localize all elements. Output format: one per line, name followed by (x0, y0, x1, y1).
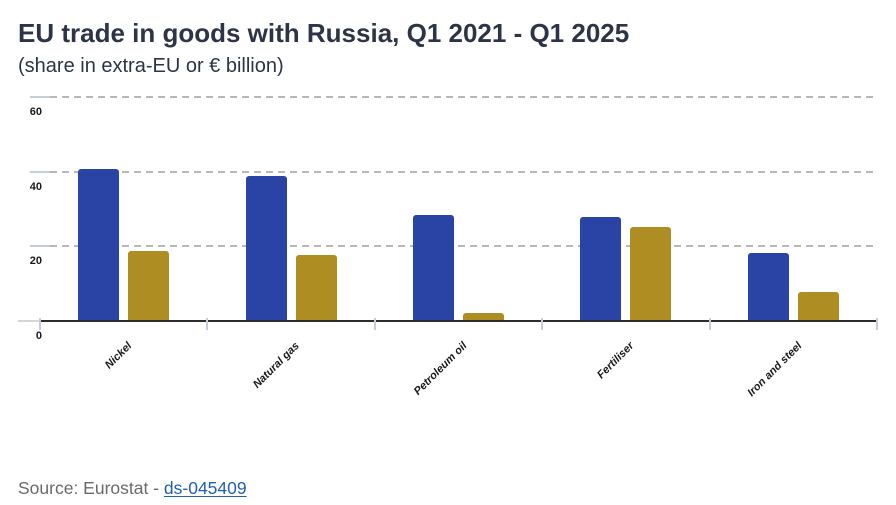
bar-q1-2025-fertiliser[interactable] (630, 226, 672, 320)
y-axis-label-20: 20 (29, 255, 42, 268)
x-axis-label-iron-and-steel: Iron and steel (745, 339, 805, 399)
bar-q1-2021-petroleum-oil[interactable] (413, 215, 454, 320)
y-axis-label-0: 0 (35, 330, 42, 342)
gridline-20 (50, 245, 877, 248)
category-boundary-tick (373, 318, 376, 330)
category-boundary-tick (206, 318, 209, 330)
bar-q1-2025-natural-gas[interactable] (295, 254, 337, 320)
y-axis-label-40: 40 (29, 180, 42, 193)
y-tick-60 (30, 96, 50, 98)
x-axis-label-natural-gas: Natural gas (251, 339, 302, 391)
x-axis-label-fertiliser: Fertiliser (595, 339, 637, 382)
category-boundary-tick (876, 318, 878, 330)
source-dataset-link[interactable]: ds-045409 (163, 478, 247, 498)
category-boundary-tick (708, 318, 711, 330)
bar-q1-2021-nickel[interactable] (78, 168, 120, 320)
x-axis-label-petroleum-oil: Petroleum oil (411, 339, 470, 398)
chart-subtitle: (share in extra-EU or € billion) (18, 55, 284, 77)
y-tick-40 (30, 170, 50, 173)
x-axis-line (40, 320, 877, 322)
category-boundary-tick (541, 318, 544, 330)
bar-q1-2025-petroleum-oil[interactable] (463, 312, 504, 320)
bar-q1-2025-iron-and-steel[interactable] (797, 292, 839, 320)
category-boundary-tick (39, 318, 41, 330)
y-axis-label-60: 60 (29, 106, 42, 118)
x-axis-label-nickel: Nickel (103, 339, 135, 372)
source-line: Source: Eurostat - ds-045409 (18, 478, 247, 499)
bar-q1-2021-iron-and-steel[interactable] (747, 252, 789, 320)
bar-q1-2025-nickel[interactable] (128, 250, 170, 320)
gridline-60 (50, 96, 877, 98)
gridline-40 (50, 170, 877, 173)
source-label: Source: Eurostat - (18, 478, 164, 498)
y-tick-20 (30, 245, 50, 248)
chart-title: EU trade in goods with Russia, Q1 2021 -… (18, 18, 630, 48)
bar-q1-2021-natural-gas[interactable] (245, 176, 287, 320)
bar-q1-2021-fertiliser[interactable] (580, 217, 622, 320)
x-axis-extension (18, 320, 40, 322)
